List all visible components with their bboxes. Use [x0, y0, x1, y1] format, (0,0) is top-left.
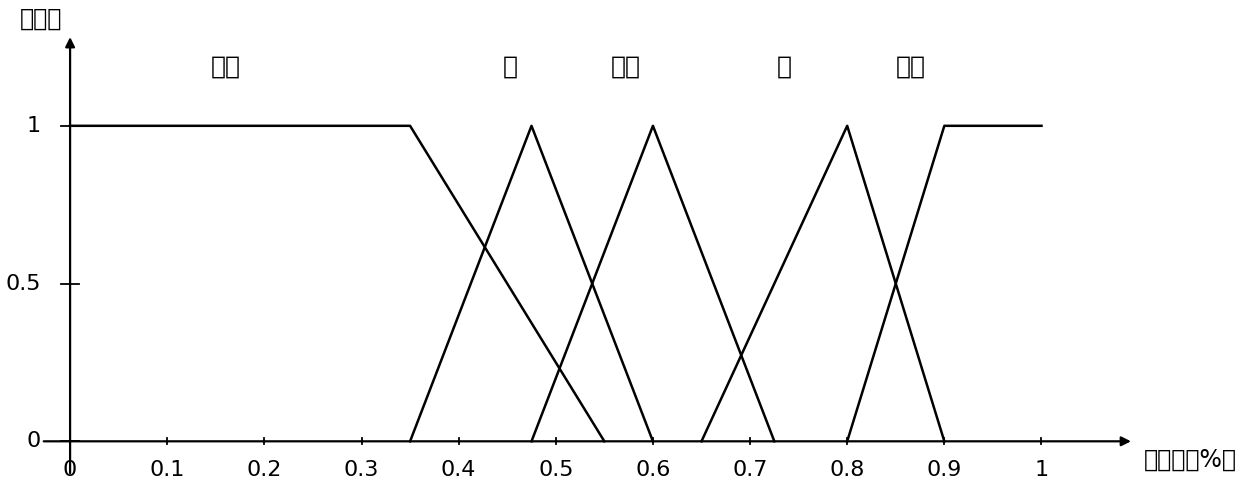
Text: 0.7: 0.7	[733, 460, 768, 480]
Text: 0.3: 0.3	[343, 460, 379, 480]
Text: 0.8: 0.8	[830, 460, 864, 480]
Text: 0.6: 0.6	[635, 460, 671, 480]
Text: 0.5: 0.5	[538, 460, 574, 480]
Text: 很多: 很多	[895, 55, 925, 79]
Text: 1: 1	[27, 116, 41, 136]
Text: 1: 1	[1034, 460, 1049, 480]
Text: 火花率（%）: 火花率（%）	[1143, 448, 1236, 472]
Text: 正常: 正常	[611, 55, 641, 79]
Text: 0.9: 0.9	[926, 460, 962, 480]
Text: 多: 多	[776, 55, 791, 79]
Text: 隶属度: 隶属度	[20, 7, 62, 31]
Text: 少: 少	[502, 55, 517, 79]
Text: 很少: 很少	[211, 55, 241, 79]
Text: 0: 0	[63, 460, 77, 480]
Text: 0.5: 0.5	[5, 274, 41, 294]
Text: 0.2: 0.2	[247, 460, 281, 480]
Text: 0.4: 0.4	[441, 460, 476, 480]
Text: 0.1: 0.1	[150, 460, 185, 480]
Text: 0: 0	[27, 431, 41, 451]
